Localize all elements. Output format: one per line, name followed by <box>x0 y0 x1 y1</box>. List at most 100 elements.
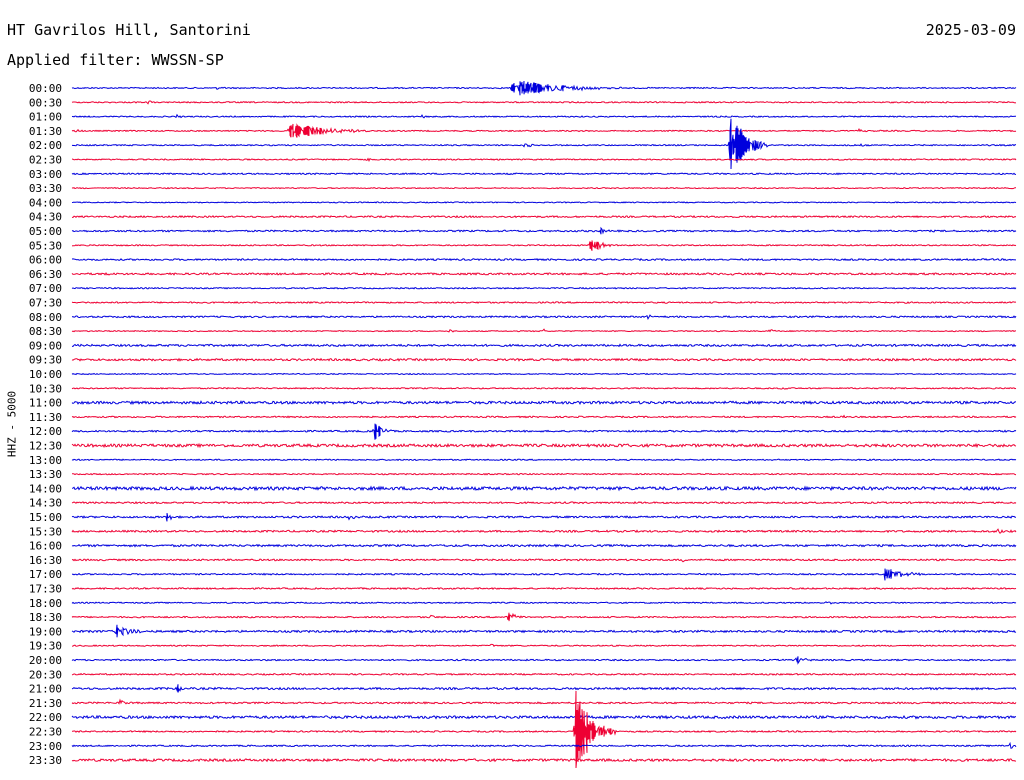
time-label: 04:30 <box>29 211 62 224</box>
time-label: 18:00 <box>29 597 62 610</box>
time-label: 23:00 <box>29 740 62 753</box>
time-label: 16:00 <box>29 540 62 553</box>
trace-line-2030 <box>71 672 1017 676</box>
trace-line-1530 <box>71 528 1017 534</box>
time-label: 20:00 <box>29 654 62 667</box>
trace-line-1500 <box>71 512 1016 522</box>
trace-line-1330 <box>72 472 1017 476</box>
time-label: 07:30 <box>29 297 62 310</box>
time-label: 14:30 <box>29 497 62 510</box>
trace-line-0730 <box>71 301 1017 304</box>
trace-line-1130 <box>71 414 1017 419</box>
filter-label: Applied filter: WWSSN-SP <box>7 51 224 69</box>
time-label: 09:00 <box>29 339 62 352</box>
station-title: HT Gavrilos Hill, Santorini <box>7 21 251 39</box>
trace-line-1930 <box>72 643 1017 648</box>
time-label: 08:00 <box>29 311 62 324</box>
time-label: 11:00 <box>29 397 62 410</box>
channel-label: HHZ - 5000 <box>5 390 19 458</box>
time-label: 15:30 <box>29 525 62 538</box>
time-label: 08:30 <box>29 325 62 338</box>
trace-line-0830 <box>71 328 1016 333</box>
time-label: 15:00 <box>29 511 62 524</box>
trace-line-0630 <box>71 271 1017 276</box>
trace-line-0700 <box>71 286 1017 290</box>
seismic-traces <box>71 80 1017 769</box>
time-label: 12:00 <box>29 425 62 438</box>
time-label: 03:00 <box>29 168 62 181</box>
time-label: 20:30 <box>29 668 62 681</box>
trace-line-2300 <box>71 741 1017 749</box>
trace-line-2100 <box>71 684 1017 693</box>
time-label: 01:00 <box>29 111 62 124</box>
trace-line-1230 <box>71 442 1017 449</box>
trace-line-0230 <box>71 157 1017 163</box>
time-label: 10:00 <box>29 368 62 381</box>
record-date: 2025-03-09 <box>925 21 1016 39</box>
time-label: 09:30 <box>29 354 62 367</box>
time-label: 13:00 <box>29 454 62 467</box>
trace-line-0130 <box>71 123 1017 138</box>
trace-line-0430 <box>71 214 1017 219</box>
time-label: 01:30 <box>29 125 62 138</box>
time-label: 19:30 <box>29 640 62 653</box>
time-label: 12:30 <box>29 440 62 453</box>
time-label: 21:00 <box>29 683 62 696</box>
time-label: 23:30 <box>29 754 62 767</box>
trace-line-1600 <box>71 543 1017 548</box>
trace-line-1800 <box>71 601 1017 605</box>
time-label: 04:00 <box>29 196 62 209</box>
time-label: 14:00 <box>29 482 62 495</box>
trace-line-0400 <box>71 201 1017 204</box>
trace-line-1200 <box>71 423 1017 440</box>
time-label: 03:30 <box>29 182 62 195</box>
trace-line-1630 <box>71 558 1017 563</box>
trace-line-2230 <box>71 690 1017 769</box>
trace-line-1700 <box>71 568 1017 581</box>
time-label: 06:30 <box>29 268 62 281</box>
trace-line-1400 <box>71 485 1017 492</box>
time-label: 17:00 <box>29 568 62 581</box>
trace-line-0200 <box>71 118 1017 170</box>
time-label: 00:30 <box>29 96 62 109</box>
trace-line-0600 <box>71 257 1016 262</box>
time-label: 22:00 <box>29 711 62 724</box>
time-label: 19:00 <box>29 625 62 638</box>
time-label: 05:00 <box>29 225 62 238</box>
trace-line-1900 <box>71 624 1017 638</box>
trace-line-1830 <box>71 612 1017 622</box>
trace-line-1000 <box>71 372 1017 376</box>
time-label: 22:30 <box>29 726 62 739</box>
trace-line-2200 <box>71 714 1017 720</box>
time-label: 21:30 <box>29 697 62 710</box>
trace-line-0500 <box>71 226 1017 235</box>
time-label: 07:00 <box>29 282 62 295</box>
time-label: 02:30 <box>29 154 62 167</box>
time-label: 06:00 <box>29 254 62 267</box>
trace-line-0300 <box>71 172 1016 176</box>
trace-line-1030 <box>71 386 1017 390</box>
trace-line-0030 <box>71 100 1017 105</box>
trace-line-2130 <box>71 698 1017 705</box>
trace-line-1430 <box>71 500 1017 505</box>
trace-line-1100 <box>71 400 1017 406</box>
time-label: 11:30 <box>29 411 62 424</box>
trace-line-0900 <box>71 343 1017 348</box>
trace-line-0530 <box>71 240 1017 251</box>
trace-line-2000 <box>71 656 1017 665</box>
time-label: 13:30 <box>29 468 62 481</box>
time-label: 18:30 <box>29 611 62 624</box>
trace-line-0000 <box>71 80 1017 96</box>
trace-line-0930 <box>71 357 1017 362</box>
time-label: 16:30 <box>29 554 62 567</box>
time-label: 10:30 <box>29 382 62 395</box>
trace-line-0330 <box>71 186 1016 190</box>
time-label: 02:00 <box>29 139 62 152</box>
trace-line-1730 <box>71 586 1017 591</box>
time-label: 17:30 <box>29 583 62 596</box>
time-label: 00:00 <box>29 82 62 95</box>
trace-line-0800 <box>71 314 1017 321</box>
trace-line-2330 <box>71 757 1017 763</box>
